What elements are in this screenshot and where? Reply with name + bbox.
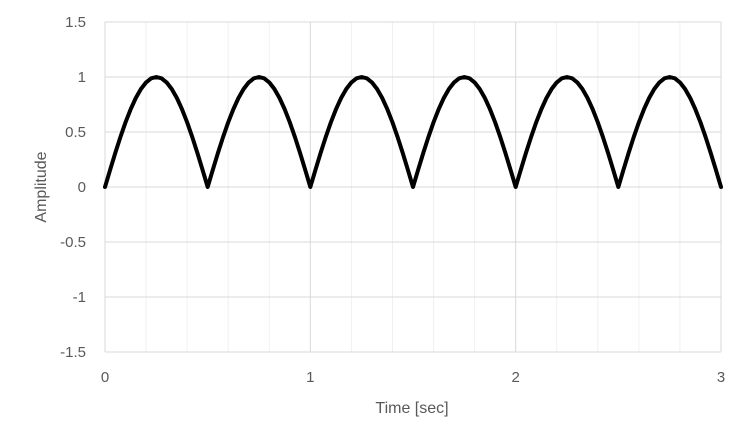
x-axis-title: Time [sec]: [375, 400, 448, 417]
y-tick-label: -1.5: [60, 344, 86, 361]
x-tick-label: 3: [717, 369, 725, 386]
x-tick-labels: 0 1 2 3: [101, 369, 725, 386]
series-layer: [103, 75, 723, 189]
series-line: [103, 75, 723, 189]
x-tick-label: 1: [306, 369, 314, 386]
x-tick-label: 0: [101, 369, 109, 386]
y-tick-labels: -1.5 -1 -0.5 0 0.5 1 1.5: [60, 14, 86, 361]
x-tick-label: 2: [511, 369, 519, 386]
y-tick-label: 0.5: [65, 124, 86, 141]
y-axis-title: Amplitude: [33, 151, 50, 222]
y-tick-label: -0.5: [60, 234, 86, 251]
y-tick-label: 1: [78, 69, 86, 86]
major-grid: [104, 21, 722, 353]
y-tick-label: 0: [78, 179, 86, 196]
y-tick-label: -1: [73, 289, 86, 306]
y-tick-label: 1.5: [65, 14, 86, 31]
